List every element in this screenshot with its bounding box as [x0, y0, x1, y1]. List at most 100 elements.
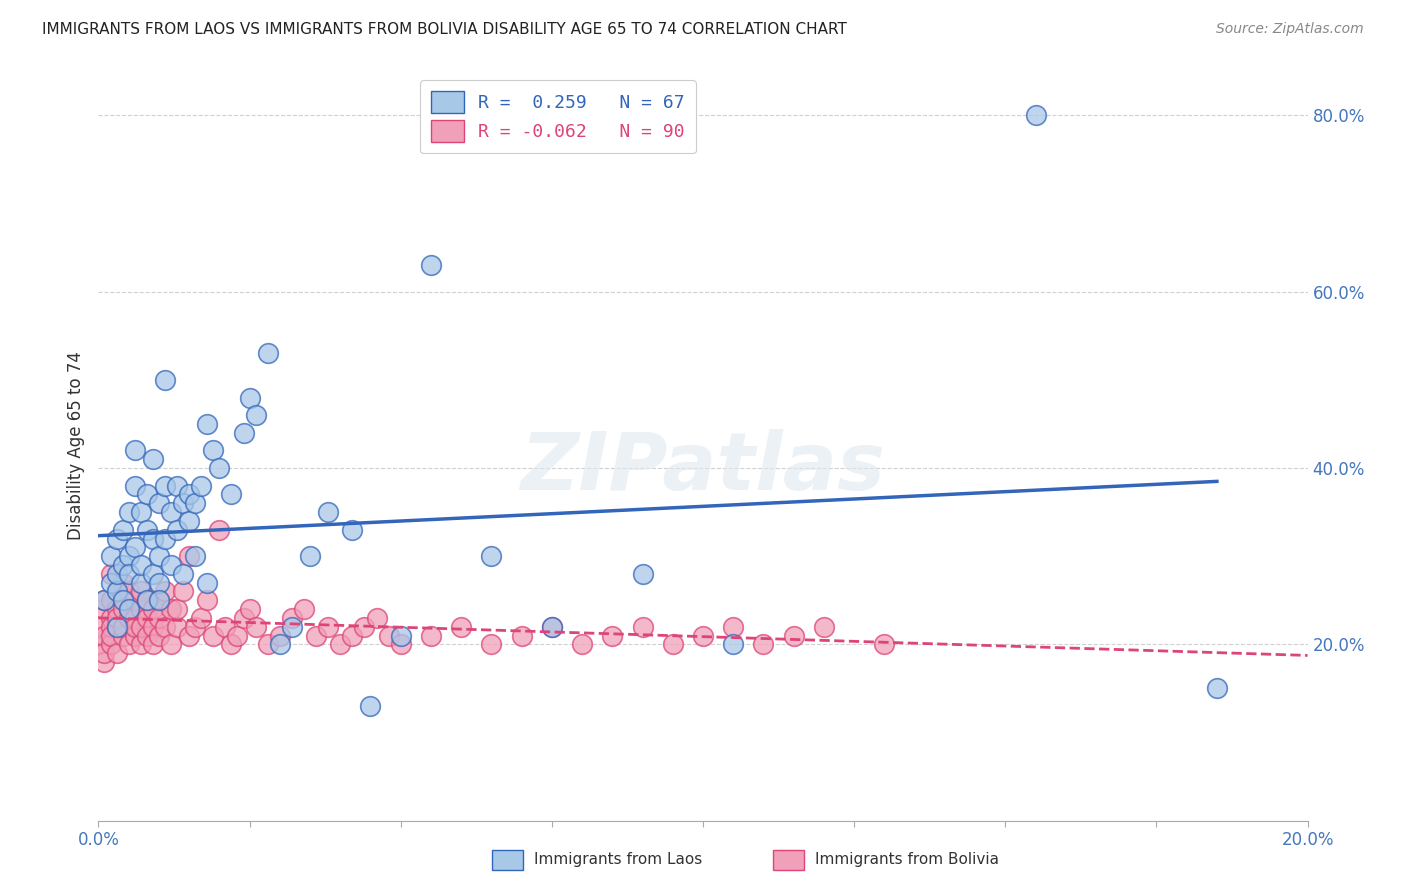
- Point: [179, 487, 201, 501]
- Point: [118, 602, 141, 616]
- Point: [195, 593, 218, 607]
- Point: [208, 523, 231, 537]
- Point: [571, 637, 593, 651]
- Point: [148, 496, 170, 510]
- Point: [540, 620, 562, 634]
- Point: [93, 628, 115, 642]
- Point: [87, 637, 110, 651]
- Point: [111, 602, 134, 616]
- Point: [87, 620, 110, 634]
- Point: [153, 532, 176, 546]
- Point: [1206, 681, 1229, 696]
- Point: [105, 611, 128, 625]
- Point: [540, 620, 562, 634]
- Point: [111, 558, 134, 572]
- Point: [329, 637, 352, 651]
- Point: [269, 628, 291, 642]
- Point: [93, 593, 115, 607]
- Point: [93, 655, 115, 669]
- Point: [179, 628, 201, 642]
- Point: [166, 523, 188, 537]
- Point: [111, 620, 134, 634]
- Point: [148, 549, 170, 564]
- Point: [93, 593, 115, 607]
- Point: [100, 575, 122, 590]
- Point: [105, 646, 128, 660]
- Point: [232, 611, 254, 625]
- Point: [450, 620, 472, 634]
- Point: [153, 620, 176, 634]
- Point: [153, 373, 176, 387]
- Point: [281, 620, 304, 634]
- Point: [208, 461, 231, 475]
- Point: [118, 505, 141, 519]
- Point: [239, 602, 262, 616]
- Point: [723, 620, 745, 634]
- Point: [129, 620, 152, 634]
- Point: [353, 620, 375, 634]
- Point: [105, 602, 128, 616]
- Text: Immigrants from Laos: Immigrants from Laos: [534, 853, 703, 867]
- Point: [118, 584, 141, 599]
- Point: [100, 593, 122, 607]
- Point: [245, 620, 267, 634]
- Point: [118, 549, 141, 564]
- Point: [873, 637, 896, 651]
- Point: [179, 549, 201, 564]
- Point: [631, 620, 654, 634]
- Point: [420, 258, 443, 272]
- Point: [93, 646, 115, 660]
- Point: [202, 628, 225, 642]
- Point: [160, 505, 183, 519]
- Point: [316, 620, 339, 634]
- Point: [129, 584, 152, 599]
- Point: [226, 628, 249, 642]
- Point: [195, 575, 218, 590]
- Point: [172, 496, 194, 510]
- Point: [661, 637, 683, 651]
- Point: [184, 496, 207, 510]
- Point: [105, 620, 128, 634]
- Point: [124, 628, 146, 642]
- Point: [166, 478, 188, 492]
- Point: [105, 566, 128, 581]
- Point: [135, 523, 157, 537]
- Point: [166, 620, 188, 634]
- Point: [256, 346, 278, 360]
- Y-axis label: Disability Age 65 to 74: Disability Age 65 to 74: [67, 351, 86, 541]
- Point: [481, 549, 503, 564]
- Point: [118, 602, 141, 616]
- Point: [305, 628, 328, 642]
- Point: [239, 391, 262, 405]
- Point: [360, 699, 382, 714]
- Point: [118, 611, 141, 625]
- Point: [148, 593, 170, 607]
- Point: [256, 637, 278, 651]
- Point: [190, 611, 212, 625]
- Point: [202, 443, 225, 458]
- Point: [111, 628, 134, 642]
- Point: [214, 620, 236, 634]
- Point: [142, 452, 165, 467]
- Point: [221, 487, 243, 501]
- Point: [752, 637, 775, 651]
- Point: [602, 628, 624, 642]
- Point: [723, 637, 745, 651]
- Point: [342, 523, 364, 537]
- Point: [135, 628, 157, 642]
- Text: IMMIGRANTS FROM LAOS VS IMMIGRANTS FROM BOLIVIA DISABILITY AGE 65 TO 74 CORRELAT: IMMIGRANTS FROM LAOS VS IMMIGRANTS FROM …: [42, 22, 846, 37]
- Point: [100, 628, 122, 642]
- Point: [135, 593, 157, 607]
- Point: [118, 637, 141, 651]
- Text: Immigrants from Bolivia: Immigrants from Bolivia: [815, 853, 1000, 867]
- Point: [124, 443, 146, 458]
- Point: [166, 602, 188, 616]
- Point: [510, 628, 533, 642]
- Point: [142, 532, 165, 546]
- Point: [100, 549, 122, 564]
- Point: [153, 584, 176, 599]
- Point: [129, 558, 152, 572]
- Point: [118, 566, 141, 581]
- Point: [221, 637, 243, 651]
- Point: [813, 620, 835, 634]
